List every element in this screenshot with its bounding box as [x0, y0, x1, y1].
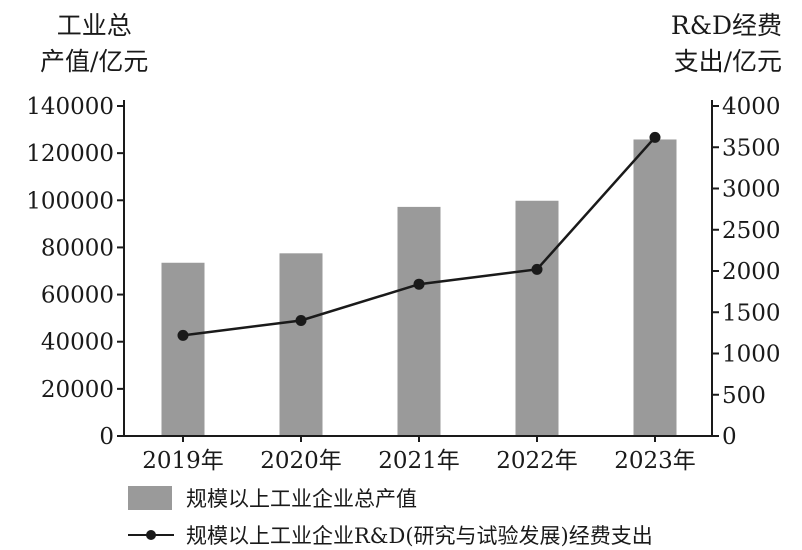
legend-bar-swatch [128, 486, 172, 510]
right-tick-label-0: 0 [722, 424, 737, 450]
left-tick-label-80000: 80000 [41, 235, 114, 261]
right-tick-label-500: 500 [722, 383, 766, 409]
legend-bar-label: 规模以上工业企业总产值 [186, 487, 417, 511]
right-tick-label-3500: 3500 [722, 135, 781, 161]
bar-2021年 [397, 206, 441, 436]
left-tick-label-0: 0 [99, 424, 114, 450]
line-point-2022年 [531, 263, 543, 275]
right-axis-label-line1: R&D经费 [670, 11, 782, 40]
left-tick-label-140000: 140000 [26, 94, 114, 120]
left-tick-label-40000: 40000 [41, 330, 114, 356]
x-tick-label-2020年: 2020年 [260, 448, 342, 474]
bar-2022年 [515, 200, 559, 436]
left-axis-label-line1: 工业总 [56, 11, 132, 40]
bar-2020年 [279, 253, 323, 436]
left-tick-label-20000: 20000 [41, 377, 114, 403]
legend-item-bar: 规模以上工业企业总产值 [128, 483, 417, 513]
right-axis-label: R&D经费 支出/亿元 [671, 8, 782, 80]
line-point-2019年 [177, 329, 189, 341]
left-tick-label-120000: 120000 [26, 141, 114, 167]
right-tick-label-3000: 3000 [722, 177, 781, 203]
right-tick-label-4000: 4000 [722, 94, 781, 120]
left-axis-label-line2: 产值/亿元 [40, 47, 149, 76]
right-tick-label-1000: 1000 [722, 342, 781, 368]
legend-item-line: 规模以上工业企业R&D(研究与试验发展)经费支出 [128, 520, 653, 550]
x-tick-label-2023年: 2023年 [614, 448, 696, 474]
bar-2019年 [161, 262, 205, 436]
legend-line-swatch [128, 523, 174, 547]
right-tick-label-1500: 1500 [722, 300, 781, 326]
left-tick-label-60000: 60000 [41, 283, 114, 309]
x-tick-label-2019年: 2019年 [142, 448, 224, 474]
bar-2023年 [633, 139, 677, 436]
line-point-2023年 [649, 131, 661, 143]
x-tick-label-2021年: 2021年 [378, 448, 460, 474]
x-tick-label-2022年: 2022年 [496, 448, 578, 474]
left-axis-label: 工业总 产值/亿元 [40, 8, 148, 80]
right-tick-label-2500: 2500 [722, 218, 781, 244]
line-point-2020年 [295, 315, 307, 326]
left-tick-label-100000: 100000 [26, 188, 114, 214]
right-tick-label-2000: 2000 [722, 259, 781, 285]
right-axis-label-line2: 支出/亿元 [673, 47, 782, 76]
legend-line-label: 规模以上工业企业R&D(研究与试验发展)经费支出 [186, 524, 653, 548]
line-point-2021年 [413, 278, 425, 290]
